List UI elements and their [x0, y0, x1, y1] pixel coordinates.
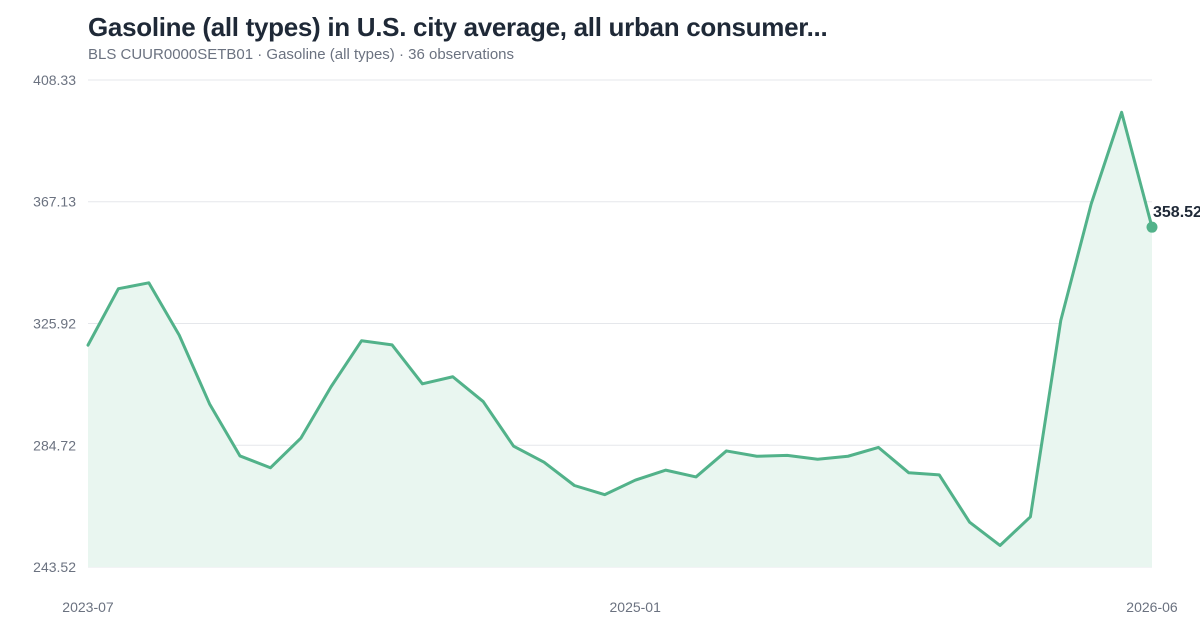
data-point	[906, 470, 912, 476]
data-point	[146, 280, 152, 286]
data-point	[693, 474, 699, 480]
last-value-dot	[1146, 221, 1158, 233]
series-area	[88, 112, 1152, 568]
data-point	[176, 332, 182, 338]
data-point	[602, 492, 608, 498]
data-point	[267, 465, 273, 471]
data-point	[237, 453, 243, 459]
data-point	[723, 448, 729, 454]
last-value-label: 358.52	[1153, 204, 1200, 221]
data-point	[754, 453, 760, 459]
x-axis-labels: 2023-07 2025-01 2026-06	[62, 599, 1178, 615]
data-point	[632, 477, 638, 483]
y-tick-label: 243.52	[33, 559, 76, 575]
data-point	[1058, 317, 1064, 323]
data-point	[419, 381, 425, 387]
chart-title: Gasoline (all types) in U.S. city averag…	[88, 12, 828, 42]
data-point	[784, 452, 790, 458]
y-tick-label: 367.13	[33, 194, 76, 210]
data-point	[815, 456, 821, 462]
data-point	[997, 542, 1003, 548]
x-tick-label: 2025-01	[610, 599, 662, 615]
data-point	[663, 467, 669, 473]
data-point	[480, 399, 486, 405]
data-point	[845, 453, 851, 459]
y-tick-label: 325.92	[33, 316, 76, 332]
data-point	[571, 483, 577, 489]
data-point	[450, 374, 456, 380]
data-point	[1088, 201, 1094, 207]
series-line	[86, 110, 1154, 547]
data-point	[389, 342, 395, 348]
y-tick-label: 408.33	[33, 72, 76, 88]
x-tick-label: 2026-06	[1126, 599, 1178, 615]
y-axis-labels: 408.33 367.13 325.92 284.72 243.52	[33, 72, 76, 575]
data-point	[328, 384, 334, 390]
data-point	[207, 401, 213, 407]
chart-subtitle: BLS CUUR0000SETB01 · Gasoline (all types…	[88, 46, 515, 63]
data-point	[875, 444, 881, 450]
data-point	[511, 443, 517, 449]
data-point	[115, 286, 121, 292]
data-point	[1119, 109, 1125, 115]
data-point	[298, 435, 304, 441]
x-tick-label: 2023-07	[62, 599, 114, 615]
data-point	[967, 519, 973, 525]
data-point	[85, 342, 91, 348]
data-point	[541, 459, 547, 465]
data-point	[936, 472, 942, 478]
data-point	[1027, 514, 1033, 520]
data-point	[359, 338, 365, 344]
y-tick-label: 284.72	[33, 437, 76, 453]
